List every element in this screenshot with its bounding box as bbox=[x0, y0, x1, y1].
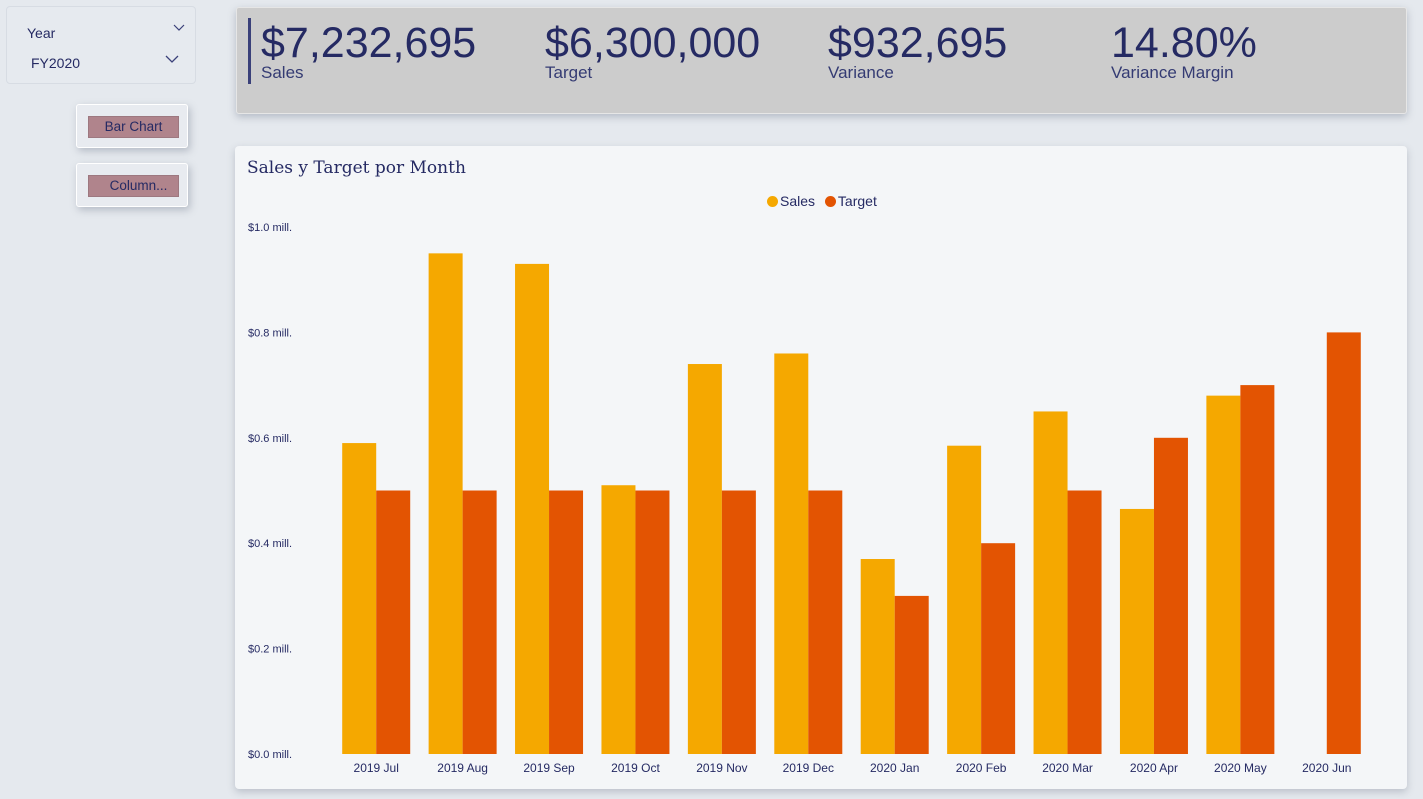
y-tick-label: $0.0 mill. bbox=[248, 749, 292, 761]
bar-sales-2019-jul[interactable] bbox=[342, 443, 377, 754]
kpi-label: Target bbox=[545, 63, 593, 82]
chevron-down-icon[interactable] bbox=[165, 53, 179, 65]
bar-chart-svg: $0.0 mill. $0.2 mill. $0.4 mill. $0.6 mill.… bbox=[248, 222, 1361, 775]
chart-legend: Sales Target bbox=[767, 193, 883, 210]
kpi-value: $6,300,000 bbox=[545, 19, 761, 67]
y-tick-label: $0.4 mill. bbox=[248, 538, 292, 550]
x-tick-label: 2020 Jun bbox=[1302, 761, 1351, 775]
bar-sales-2019-nov[interactable] bbox=[687, 364, 722, 754]
bar-target-2019-sep[interactable] bbox=[549, 490, 584, 755]
bar-sales-2020-may[interactable] bbox=[1206, 395, 1241, 754]
legend-item-target[interactable]: Target bbox=[824, 193, 877, 209]
bar-sales-2020-feb[interactable] bbox=[947, 445, 982, 754]
kpi-target: $6,300,000 Target bbox=[545, 20, 760, 83]
kpi-accent-bar bbox=[248, 18, 251, 84]
bar-chart-button-card: Bar Chart bbox=[76, 104, 188, 148]
y-tick-label: $0.2 mill. bbox=[248, 644, 292, 656]
legend-dot-target bbox=[824, 195, 836, 207]
bar-target-2020-apr[interactable] bbox=[1153, 437, 1188, 754]
legend-label-target: Target bbox=[837, 193, 877, 209]
x-tick-label: 2020 Jan bbox=[870, 761, 919, 775]
bar-target-2020-jan[interactable] bbox=[894, 595, 929, 754]
legend-dot-sales bbox=[767, 195, 778, 207]
bar-target-2019-jul[interactable] bbox=[376, 490, 411, 755]
bar-target-2020-feb[interactable] bbox=[981, 543, 1016, 754]
bar-target-2019-aug[interactable] bbox=[462, 490, 497, 755]
bar-target-2020-may[interactable] bbox=[1240, 385, 1275, 754]
x-tick-label: 2019 Nov bbox=[696, 761, 747, 775]
bar-target-2019-nov[interactable] bbox=[721, 490, 756, 755]
bar-target-2019-dec[interactable] bbox=[808, 490, 843, 755]
kpi-value: 14.80% bbox=[1111, 19, 1257, 67]
bar-chart-button[interactable]: Bar Chart bbox=[88, 116, 179, 138]
x-tick-label: 2019 Aug bbox=[437, 761, 488, 775]
bar-sales-2020-mar[interactable] bbox=[1033, 411, 1068, 754]
bar-sales-2019-sep[interactable] bbox=[515, 263, 550, 754]
year-slicer-title: Year bbox=[27, 25, 56, 41]
x-tick-label: 2019 Jul bbox=[354, 761, 399, 775]
y-tick-label: $0.8 mill. bbox=[248, 327, 292, 339]
kpi-label: Variance bbox=[828, 63, 894, 82]
legend-item-sales[interactable]: Sales bbox=[767, 193, 815, 209]
bar-sales-2019-dec[interactable] bbox=[774, 353, 809, 754]
x-tick-label: 2020 May bbox=[1214, 761, 1267, 775]
bar-target-2019-oct[interactable] bbox=[635, 490, 670, 755]
y-tick-label: $0.6 mill. bbox=[248, 433, 292, 445]
kpi-value: $7,232,695 bbox=[261, 19, 477, 67]
kpi-panel: $7,232,695 Sales $6,300,000 Target $932,… bbox=[236, 7, 1407, 114]
sales-target-chart-panel: Sales y Target por Month Sales Target $0… bbox=[235, 146, 1407, 789]
kpi-variance-margin: 14.80% Variance Margin bbox=[1111, 20, 1257, 83]
bar-sales-2020-jan[interactable] bbox=[860, 559, 895, 754]
legend-label-sales: Sales bbox=[780, 193, 816, 209]
year-dropdown-value: FY2020 bbox=[31, 55, 81, 71]
kpi-value: $932,695 bbox=[828, 19, 1008, 67]
bar-target-2020-mar[interactable] bbox=[1067, 490, 1102, 755]
column-chart-button[interactable]: Column... bbox=[88, 175, 179, 197]
x-tick-label: 2020 Apr bbox=[1130, 761, 1178, 775]
x-tick-label: 2020 Mar bbox=[1042, 761, 1093, 775]
x-tick-label: 2019 Sep bbox=[523, 761, 575, 775]
year-slicer: Year FY2020 bbox=[6, 6, 196, 84]
x-tick-label: 2019 Dec bbox=[783, 761, 834, 775]
chevron-down-icon[interactable] bbox=[173, 22, 185, 34]
bar-sales-2020-apr[interactable] bbox=[1119, 508, 1154, 754]
bar-sales-2019-oct[interactable] bbox=[601, 485, 636, 754]
kpi-label: Sales bbox=[261, 63, 304, 82]
y-tick-label: $1.0 mill. bbox=[248, 222, 292, 234]
column-button-card: Column... bbox=[76, 163, 188, 207]
chart-title: Sales y Target por Month bbox=[247, 158, 466, 178]
kpi-variance: $932,695 Variance bbox=[828, 20, 1007, 83]
x-tick-label: 2020 Feb bbox=[956, 761, 1007, 775]
year-slicer-header[interactable]: Year bbox=[27, 22, 187, 41]
bar-target-2020-jun[interactable] bbox=[1326, 332, 1361, 754]
year-dropdown[interactable]: FY2020 bbox=[31, 55, 191, 73]
bar-sales-2019-aug[interactable] bbox=[428, 253, 463, 754]
kpi-sales: $7,232,695 Sales bbox=[261, 20, 476, 83]
x-tick-label: 2019 Oct bbox=[611, 761, 660, 775]
kpi-label: Variance Margin bbox=[1111, 63, 1234, 82]
